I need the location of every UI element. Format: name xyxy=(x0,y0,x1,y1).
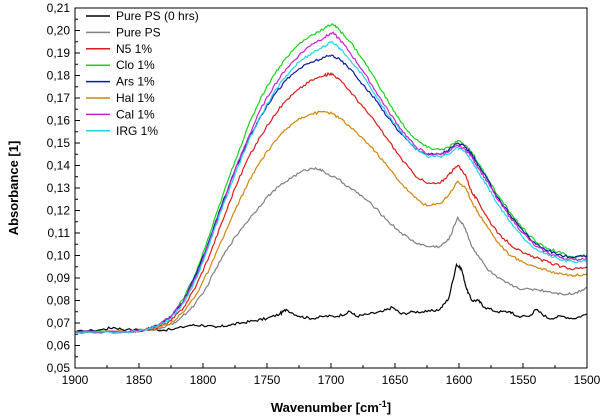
x-tick-label: 1900 xyxy=(62,373,89,387)
x-tick-label: 1850 xyxy=(126,373,153,387)
x-tick-label: 1600 xyxy=(446,373,473,387)
legend-entry-label: N5 1% xyxy=(116,42,152,56)
series-line-1 xyxy=(74,262,588,333)
y-tick-label: 0,13 xyxy=(47,181,71,195)
y-tick-label: 0,21 xyxy=(47,1,71,15)
y-tick-label: 0,16 xyxy=(47,114,71,128)
series-line-8 xyxy=(74,41,588,334)
y-tick-label: 0,12 xyxy=(47,204,71,218)
y-tick-label: 0,07 xyxy=(47,316,71,330)
y-tick-label: 0,14 xyxy=(47,159,71,173)
series-line-4 xyxy=(74,22,588,334)
y-tick-label: 0,17 xyxy=(47,91,71,105)
x-axis-ticks: 1900 1850 1800 1750 1700 1650 1600 1550 1500 xyxy=(62,363,601,387)
y-tick-label: 0,15 xyxy=(47,136,71,150)
x-tick-label: 1800 xyxy=(190,373,217,387)
legend-entry-label: Pure PS (0 hrs) xyxy=(116,9,199,23)
legend-entry-label: IRG 1% xyxy=(116,124,158,138)
y-tick-label: 0,18 xyxy=(47,69,71,83)
y-axis-title: Absorbance [1] xyxy=(6,141,21,236)
y-tick-label: 0,20 xyxy=(47,24,71,38)
legend-entry-label: Clo 1% xyxy=(116,58,155,72)
legend-entry-label: Hal 1% xyxy=(116,91,155,105)
x-tick-label: 1550 xyxy=(510,373,537,387)
legend: Pure PS (0 hrs) Pure PS N5 1% Clo 1% Ars 1% H… xyxy=(86,9,199,138)
x-axis-title-superscript: -1 xyxy=(379,399,387,409)
x-axis-title-end: ] xyxy=(387,400,391,415)
x-axis-title-main: Wavenumber [cm xyxy=(271,400,379,415)
y-tick-label: 0,06 xyxy=(47,339,71,353)
series-line-2 xyxy=(74,166,588,334)
legend-entry-label: Ars 1% xyxy=(116,75,155,89)
x-axis-title: Wavenumber [cm-1] xyxy=(271,399,391,415)
x-tick-label: 1650 xyxy=(382,373,409,387)
series-lines xyxy=(74,22,588,334)
y-tick-label: 0,19 xyxy=(47,46,71,60)
y-tick-label: 0,08 xyxy=(47,294,71,308)
legend-entry-label: Pure PS xyxy=(116,25,161,39)
y-axis-ticks: 0,05 0,06 0,07 0,08 0,09 0,10 0,11 0,12 0,13 0,14… xyxy=(47,1,80,375)
x-tick-label: 1700 xyxy=(318,373,345,387)
y-tick-label: 0,05 xyxy=(47,361,71,375)
x-tick-label: 1750 xyxy=(254,373,281,387)
y-tick-label: 0,10 xyxy=(47,249,71,263)
x-tick-label: 1500 xyxy=(574,373,601,387)
series-line-3 xyxy=(74,71,588,334)
plot-area-frame xyxy=(74,7,588,369)
y-tick-label: 0,09 xyxy=(47,271,71,285)
series-line-6 xyxy=(74,110,588,334)
series-line-7 xyxy=(74,31,588,334)
legend-entry-label: Cal 1% xyxy=(116,107,155,121)
y-tick-label: 0,11 xyxy=(48,226,71,240)
